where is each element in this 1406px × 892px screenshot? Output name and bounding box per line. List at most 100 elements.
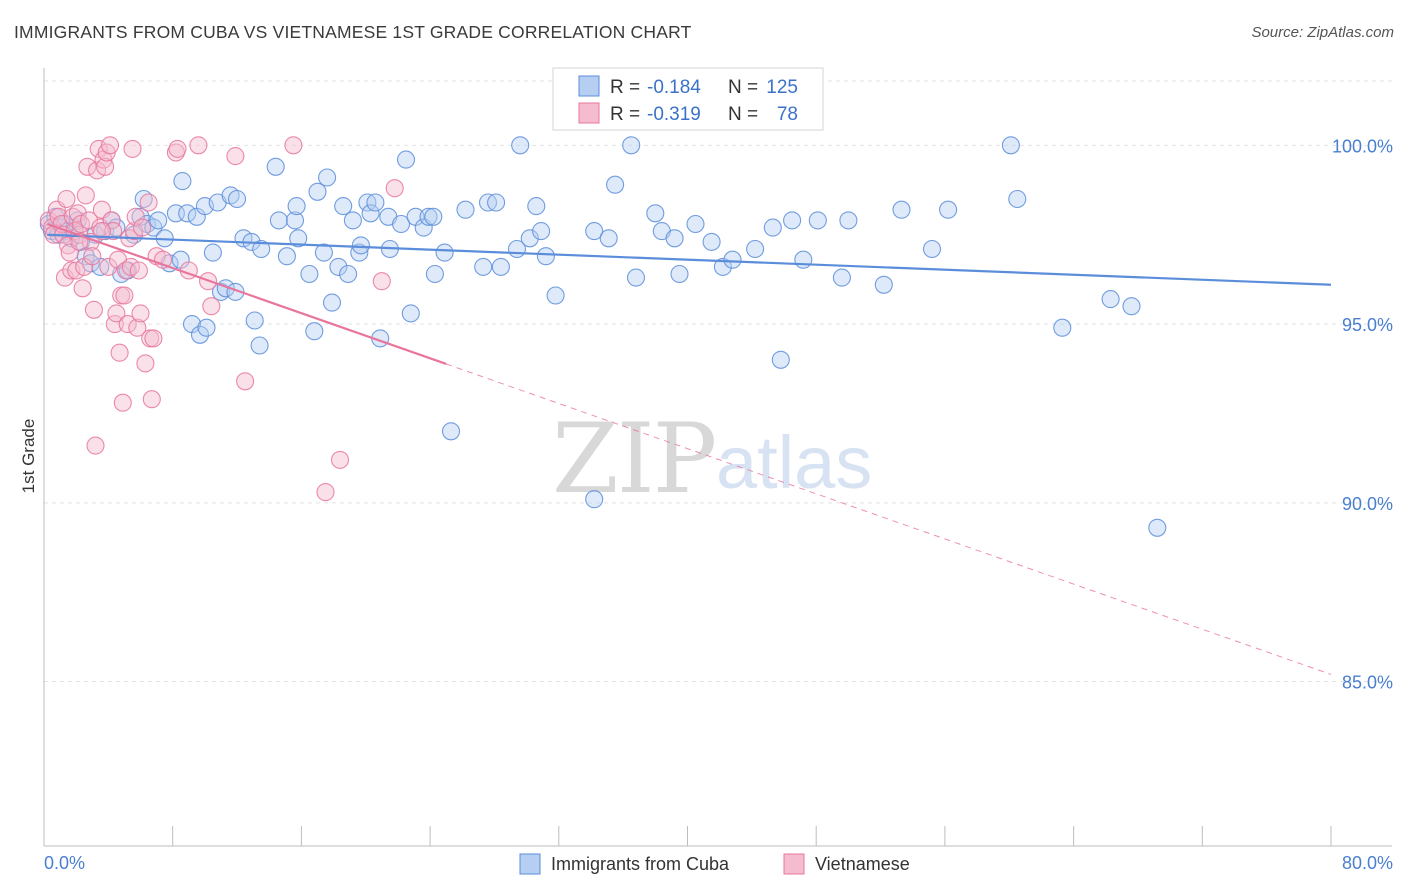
y-tick-label-2: 95.0%: [1342, 315, 1393, 335]
cuba-point-78: [419, 207, 438, 226]
vietnamese-point-18: [73, 279, 92, 298]
series-cuba-points: [39, 136, 1167, 537]
cuba-point-111: [771, 350, 790, 369]
cuba-point-22: [134, 189, 153, 209]
cuba-point-108: [723, 250, 742, 269]
series-legend: Immigrants from Cuba Vietnamese: [519, 853, 910, 875]
vietnamese-point-77: [92, 222, 111, 241]
cuba-point-100: [626, 268, 646, 287]
chart-source: Source: ZipAtlas.com: [1251, 24, 1394, 41]
cuba-point-97: [599, 229, 618, 248]
vietnamese-point-51: [126, 207, 145, 226]
cuba-point-36: [197, 318, 216, 337]
cuba-point-57: [308, 182, 327, 201]
series-legend-swatch-vietnamese: [783, 853, 805, 875]
vietnamese-point-15: [68, 204, 87, 223]
legend-n-label-vietnamese: N =: [728, 104, 758, 125]
vietnamese-trend-line: [46, 222, 447, 366]
vietnamese-point-68: [226, 147, 245, 166]
vietnamese-point-32: [96, 157, 115, 176]
cuba-point-25: [149, 211, 168, 230]
cuba-point-50: [269, 211, 288, 230]
cuba-point-112: [783, 211, 802, 230]
series-legend-label-vietnamese: Vietnamese: [815, 854, 910, 874]
vietnamese-point-39: [107, 304, 126, 323]
cuba-point-59: [318, 168, 337, 187]
cuba-point-126: [1148, 518, 1167, 537]
trend-lines: [46, 222, 1332, 675]
cuba-point-48: [252, 239, 271, 259]
cuba-point-53: [287, 197, 306, 216]
vietnamese-point-45: [116, 261, 136, 280]
vietnamese-point-21: [78, 157, 97, 176]
series-legend-label-cuba: Immigrants from Cuba: [551, 854, 730, 874]
cuba-point-90: [520, 229, 539, 248]
vietnamese-point-75: [133, 218, 152, 237]
vietnamese-point-70: [284, 136, 303, 155]
vietnamese-point-20: [76, 186, 95, 205]
x-tick-label-max: 80.0%: [1342, 853, 1393, 873]
cuba-point-99: [622, 136, 641, 155]
cuba-point-87: [491, 257, 510, 276]
cuba-point-119: [922, 239, 942, 259]
legend-swatch-vietnamese: [578, 102, 600, 124]
y-tick-label-0: 85.0%: [1342, 673, 1393, 693]
cuba-point-55: [300, 264, 319, 284]
chart-title: IMMIGRANTS FROM CUBA VS VIETNAMESE 1ST G…: [14, 22, 692, 42]
cuba-point-65: [350, 243, 369, 262]
vietnamese-point-69: [236, 372, 255, 391]
legend-n-label-cuba: N =: [728, 77, 758, 98]
cuba-point-43: [227, 189, 247, 209]
y-tick-labels: 85.0% 90.0% 95.0% 100.0%: [1332, 136, 1393, 692]
cuba-point-96: [585, 490, 604, 509]
cuba-point-74: [396, 150, 416, 169]
cuba-point-107: [713, 257, 732, 276]
vietnamese-point-49: [123, 139, 142, 158]
vietnamese-point-46: [118, 315, 137, 334]
legend-n-value-vietnamese: 78: [777, 104, 798, 125]
cuba-point-93: [536, 247, 555, 266]
cuba-point-120: [939, 200, 958, 219]
cuba-point-31: [178, 204, 197, 223]
cuba-point-109: [746, 239, 765, 259]
cuba-point-113: [794, 250, 813, 269]
vietnamese-point-22: [79, 211, 99, 230]
cuba-point-47: [250, 336, 269, 355]
vietnamese-point-56: [139, 193, 158, 212]
legend-r-label-vietnamese: R =: [610, 104, 640, 125]
watermark-atlas: atlas: [716, 421, 872, 504]
cuba-point-116: [839, 211, 858, 230]
cuba-point-95: [585, 222, 604, 241]
cuba-point-54: [289, 229, 308, 248]
vietnamese-point-44: [115, 286, 134, 305]
vietnamese-point-53: [129, 261, 148, 280]
vietnamese-point-73: [372, 272, 391, 291]
cuba-point-64: [343, 211, 362, 230]
cuba-trend-line: [47, 233, 1332, 286]
stats-legend: R = -0.184 N = 125 R = -0.319 N = 78: [552, 67, 824, 131]
vietnamese-point-41: [110, 343, 129, 362]
x-tick-label-min: 0.0%: [44, 853, 85, 873]
vietnamese-point-74: [385, 179, 404, 198]
cuba-point-66: [351, 236, 370, 255]
cuba-point-39: [211, 282, 231, 301]
cuba-point-68: [361, 204, 380, 223]
cuba-point-81: [435, 243, 454, 262]
cuba-point-49: [266, 157, 285, 176]
axes: [43, 68, 1392, 847]
cuba-point-37: [203, 243, 222, 262]
vietnamese-point-59: [144, 329, 163, 348]
cuba-point-62: [334, 197, 353, 216]
vietnamese-point-25: [84, 300, 103, 319]
cuba-point-51: [277, 247, 296, 266]
cuba-point-92: [532, 222, 551, 241]
legend-swatch-cuba: [578, 75, 600, 97]
series-legend-swatch-cuba: [519, 853, 541, 875]
cuba-point-34: [190, 325, 210, 344]
cuba-point-30: [173, 172, 192, 191]
vietnamese-point-26: [86, 436, 105, 455]
y-axis-title: 1st Grade: [19, 419, 38, 494]
vietnamese-point-8: [57, 189, 76, 209]
vietnamese-point-63: [168, 139, 187, 158]
